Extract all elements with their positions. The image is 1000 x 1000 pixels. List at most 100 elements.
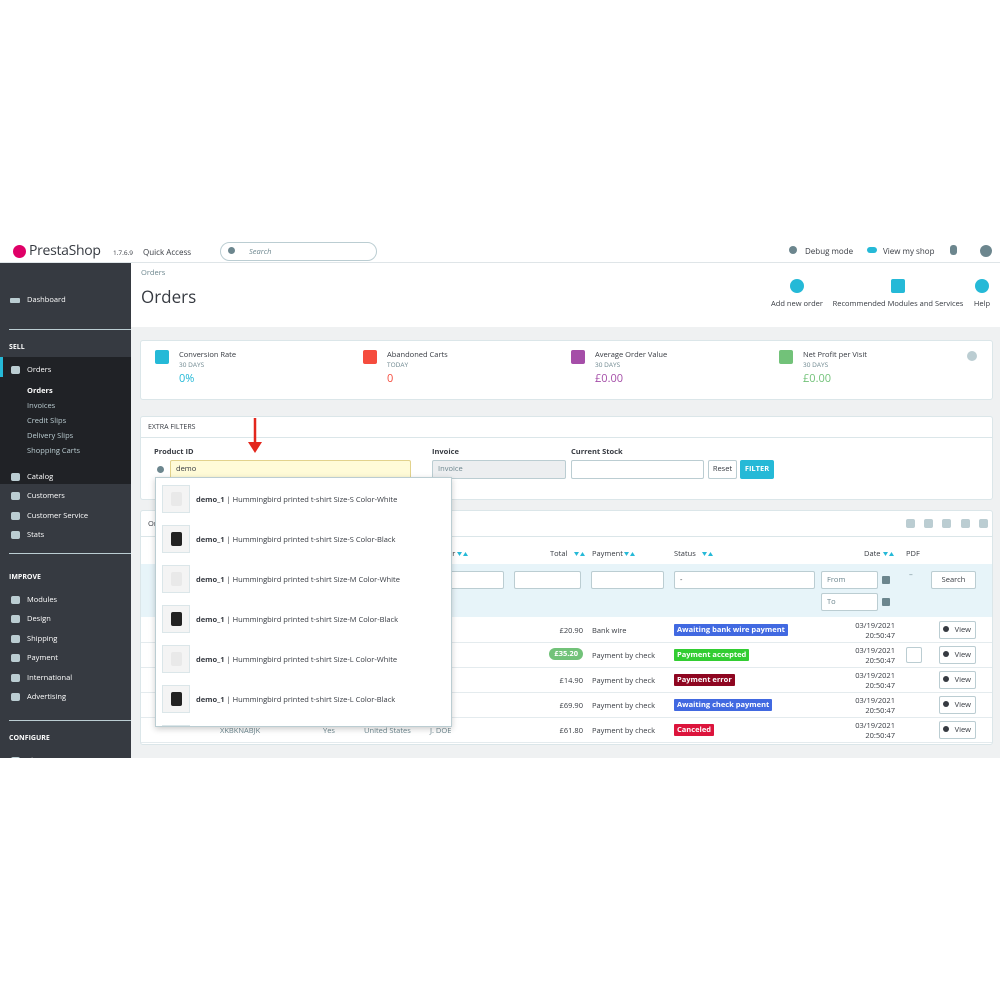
view-button[interactable]: View: [939, 721, 976, 739]
icon: [571, 350, 585, 364]
sort-icon[interactable]: [456, 551, 468, 557]
date-to[interactable]: To: [821, 593, 878, 611]
menu-item[interactable]: Stats: [27, 530, 45, 541]
submenu-item[interactable]: Shopping Carts: [27, 446, 81, 456]
suggestion[interactable]: demo_1 | Hummingbird printed t-shirt Siz…: [196, 655, 397, 665]
menu-item[interactable]: Catalog: [27, 472, 54, 482]
icon: [11, 693, 20, 701]
icon: [171, 532, 182, 546]
filter-button[interactable]: FILTER: [740, 460, 774, 479]
kpi-value: 0%: [179, 371, 195, 386]
sort-icon[interactable]: [701, 551, 713, 557]
suggestion[interactable]: demo_1 | Hummingbird printed t-shirt Siz…: [196, 535, 395, 545]
kpi-value: £0.00: [803, 371, 832, 386]
submenu-item[interactable]: Delivery Slips: [27, 431, 74, 441]
icon: [155, 350, 169, 364]
icon: [157, 466, 164, 473]
icon: [11, 531, 20, 540]
icon: [11, 654, 20, 663]
separator: [9, 553, 131, 554]
filter-input[interactable]: [591, 571, 664, 589]
row-line: [141, 667, 992, 668]
time: 20:50:47: [865, 731, 895, 741]
ref: demo_1: [196, 695, 225, 705]
menu-item[interactable]: Customers: [27, 491, 65, 502]
thumbnail: [162, 645, 190, 673]
section-title: SELL: [9, 343, 25, 352]
autocomplete: demo_1 | Hummingbird printed t-shirt Siz…: [155, 477, 452, 727]
column-header[interactable]: Total: [550, 549, 568, 559]
menu-item[interactable]: Orders: [27, 365, 52, 375]
label: Current Stock: [571, 447, 623, 457]
panel-title: EXTRA FILTERS: [148, 423, 196, 432]
icon: [779, 350, 793, 364]
kpi-value: 0: [387, 371, 394, 386]
search-placeholder: Search: [249, 247, 272, 257]
view-button[interactable]: View: [939, 671, 976, 689]
submenu-item[interactable]: Invoices: [27, 401, 56, 411]
total: £20.90: [559, 626, 583, 636]
view-button[interactable]: View: [939, 646, 976, 664]
suggestion[interactable]: demo_1 | Hummingbird printed t-shirt Siz…: [196, 615, 398, 625]
label: Invoice: [432, 447, 459, 457]
suggestion[interactable]: demo_1 | Hummingbird printed t-shirt Siz…: [196, 575, 400, 585]
menu-item[interactable]: Customer Service: [27, 510, 89, 521]
toolbar-label[interactable]: Recommended Modules and Services: [832, 299, 964, 309]
thumbnail: [162, 685, 190, 713]
sort-icon[interactable]: [623, 551, 635, 557]
column-header[interactable]: Status: [674, 549, 696, 559]
suggestion[interactable]: demo_1 | Hummingbird printed t-shirt Siz…: [196, 695, 395, 705]
filter-input[interactable]: [514, 571, 581, 589]
column-header[interactable]: PDF: [906, 549, 920, 559]
stock-select[interactable]: [571, 460, 704, 479]
view-button[interactable]: View: [939, 621, 976, 639]
quick-access[interactable]: Quick Access: [143, 247, 192, 258]
ref: demo_1: [196, 655, 225, 665]
view-button[interactable]: View: [939, 696, 976, 714]
icon: [11, 596, 20, 604]
menu-item[interactable]: Shop Parameters: [27, 756, 87, 758]
toolbar-label[interactable]: Add new order: [771, 299, 823, 309]
menu-item[interactable]: Design: [27, 614, 51, 625]
menu-item[interactable]: Advertising: [27, 692, 67, 702]
menu-item[interactable]: International: [27, 672, 73, 683]
submenu-item[interactable]: Orders: [27, 386, 53, 396]
time: 20:50:47: [865, 656, 895, 666]
kpi-label: Average Order Value: [595, 350, 668, 360]
menu-item[interactable]: Shipping: [27, 633, 58, 644]
cell: United States: [364, 726, 411, 736]
menu-item[interactable]: Dashboard: [27, 295, 66, 305]
column-header[interactable]: Date: [864, 549, 881, 559]
date-from[interactable]: From: [821, 571, 878, 589]
invoice-input[interactable]: Invoice: [432, 460, 566, 479]
submenu-bg: [0, 377, 131, 484]
icon: [961, 519, 970, 528]
status-select[interactable]: -: [674, 571, 815, 589]
toolbar-label[interactable]: Help: [973, 299, 991, 309]
time: 20:50:47: [865, 631, 895, 641]
breadcrumb[interactable]: Orders: [141, 268, 166, 278]
version: 1.7.6.9: [113, 248, 133, 257]
view-shop[interactable]: View my shop: [883, 246, 935, 257]
icon: [171, 612, 182, 626]
sort-icon[interactable]: [573, 551, 585, 557]
collapse: [109, 267, 119, 277]
search-button[interactable]: Search: [931, 571, 976, 589]
kpi-period: TODAY: [387, 360, 409, 369]
suggestion[interactable]: demo_1 | Hummingbird printed t-shirt Siz…: [196, 495, 397, 505]
cell: Yes: [323, 726, 335, 736]
page-header: Orders Orders Add new order Recommended Mod…: [131, 263, 1000, 327]
sort-icon[interactable]: [883, 551, 895, 557]
menu-item[interactable]: Payment: [27, 653, 58, 664]
icon: [790, 279, 804, 293]
total: £14.90: [559, 676, 583, 686]
debug-mode[interactable]: Debug mode: [805, 246, 854, 257]
submenu-item[interactable]: Credit Slips: [27, 416, 67, 426]
column-header[interactable]: Payment: [592, 549, 623, 559]
menu-item[interactable]: Modules: [27, 595, 58, 605]
reset-button[interactable]: Reset: [708, 460, 737, 479]
icon: [11, 634, 20, 643]
icon: [11, 473, 20, 481]
icon: [171, 692, 182, 706]
search-box[interactable]: [220, 242, 377, 261]
